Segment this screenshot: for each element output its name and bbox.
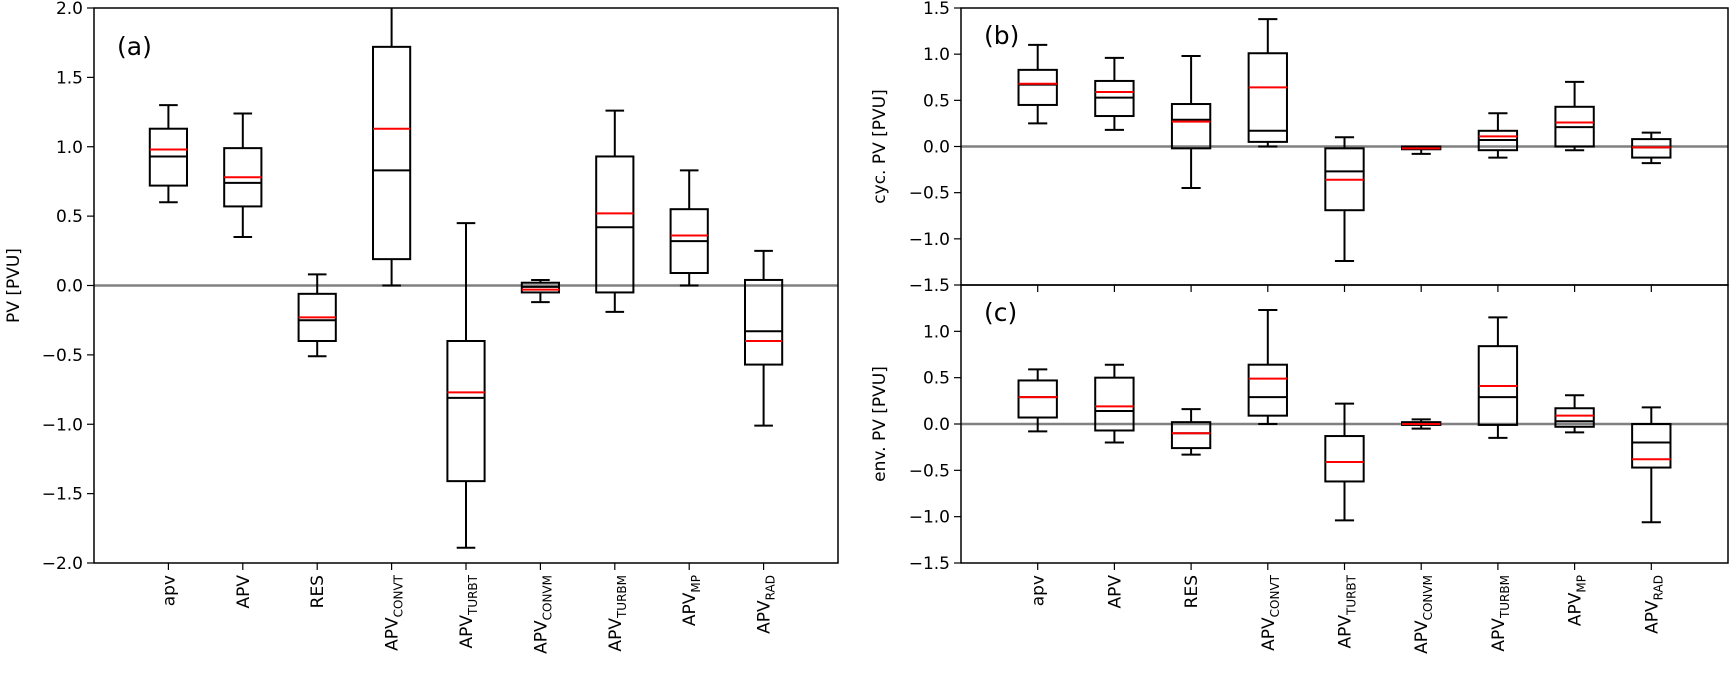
box-apv [1017,368,1058,433]
xtick-label: APVTURBT [1336,574,1359,648]
ytick-label: −1.0 [42,415,83,435]
y-axis-label: env. PV [PVU] [870,366,890,482]
xtick-label: APVTURBM [1489,575,1512,652]
box-apv-turbt [1324,402,1365,522]
box-iqr [1247,363,1288,417]
ytick-label: 0.5 [923,91,950,111]
box-res [1170,55,1212,190]
panel-c: 1.0 0.5 0.0 −0.5 −1.0 −1.5 env. PV [PVU] (c) apv… [870,284,1729,654]
box-apv-turbt [446,222,486,549]
xtick-label: APVCONVM [1412,575,1435,654]
plot-area [148,8,784,549]
plot-area [1017,309,1672,524]
xtick-label: APVCONVT [383,574,406,651]
box-iqr [1017,379,1058,419]
ytick-label: −1.0 [909,508,950,528]
xtick-label: APVRAD [1642,575,1665,634]
ytick-label: −1.5 [909,554,950,574]
box-iqr [1094,376,1135,432]
box-iqr [744,278,784,366]
panel-a: 2.0 1.5 1.0 0.5 0.0 −0.5 −1.0 −1.5 −2.0 PV [PVU] (… [4,0,839,654]
ytick-label: 0.5 [923,369,950,389]
xtick-label: APV [1105,575,1125,609]
box-iqr [372,45,412,261]
y-axis-label: cyc. PV [PVU] [870,89,890,203]
xtick-label: apv [159,575,179,606]
box-apv-mp [1554,394,1595,434]
ytick-label: 1.5 [56,68,83,88]
ytick-label: −0.5 [909,184,950,204]
xtick-label: APVTURBM [606,575,629,652]
box-apv-turbm [1477,316,1519,439]
box-iqr [1554,407,1595,428]
xtick-label: APVMP [680,575,703,626]
ytick-label: 0.0 [923,415,950,435]
panel-label: (b) [984,21,1019,50]
xtick-label: APVTURBT [457,574,480,648]
box-apv-convm [1401,418,1442,430]
box-res [1170,408,1212,456]
ytick-label: −1.0 [909,230,950,250]
y-axis-label: PV [PVU] [4,248,24,323]
box-iqr [446,340,486,483]
panel-label: (c) [984,298,1017,327]
ytick-label: −1.5 [42,485,83,505]
panel-b: 1.5 1.0 0.5 0.0 −0.5 −1.0 −1.5 cyc. PV [PVU] (b) [870,0,1729,296]
box-apv-mp [1554,80,1595,152]
ytick-label: 1.0 [56,138,83,158]
ytick-label: −2.0 [42,554,83,574]
ytick-label: 1.0 [923,45,950,65]
box-apv-convm [520,278,560,304]
ytick-label: −1.5 [909,276,950,296]
box-apv-mp [669,169,709,287]
xtick-label: APVCONVT [1259,574,1282,651]
ytick-label: 0.0 [56,277,83,297]
ytick-label: −0.5 [909,461,950,481]
box-res [297,273,337,358]
box-apv-turbm [1477,112,1519,159]
xtick-label: APVRAD [755,575,778,634]
box-iqr [595,155,635,294]
box-apv-convm [1401,145,1442,155]
box-apv-rad [1631,131,1672,165]
ytick-label: −0.5 [42,346,83,366]
box-apv [1094,56,1135,131]
box-iqr [1170,103,1212,150]
box-apv-turbm [595,109,635,313]
box-apv-convt [1247,18,1288,148]
panel-label: (a) [117,32,152,61]
xtick-label: apv [1029,575,1049,606]
box-apv [223,112,263,238]
ytick-label: 0.5 [56,207,83,227]
box-iqr [1631,423,1672,469]
plot-area [1017,18,1672,262]
box-apv [1017,43,1058,125]
box-iqr [1324,435,1365,483]
xtick-label: RES [1182,575,1202,608]
box-apv [1094,363,1135,444]
xtick-label: APVMP [1566,575,1589,626]
ytick-label: 1.5 [923,0,950,19]
box-iqr [1170,421,1212,450]
xtick-label: RES [308,575,328,608]
box-apv [148,104,189,204]
box-apv-rad [744,249,784,427]
ytick-label: 1.0 [923,322,950,342]
box-apv-rad [1631,406,1672,524]
xtick-label: APVCONVM [531,575,554,654]
box-apv-turbt [1324,136,1365,262]
xtick-label: APV [234,575,254,609]
ytick-label: 2.0 [56,0,83,19]
box-iqr [1247,52,1288,143]
box-iqr [1017,68,1058,106]
ytick-label: 0.0 [923,138,950,158]
box-apv-convt [1247,309,1288,425]
box-apv-convt [372,8,412,287]
